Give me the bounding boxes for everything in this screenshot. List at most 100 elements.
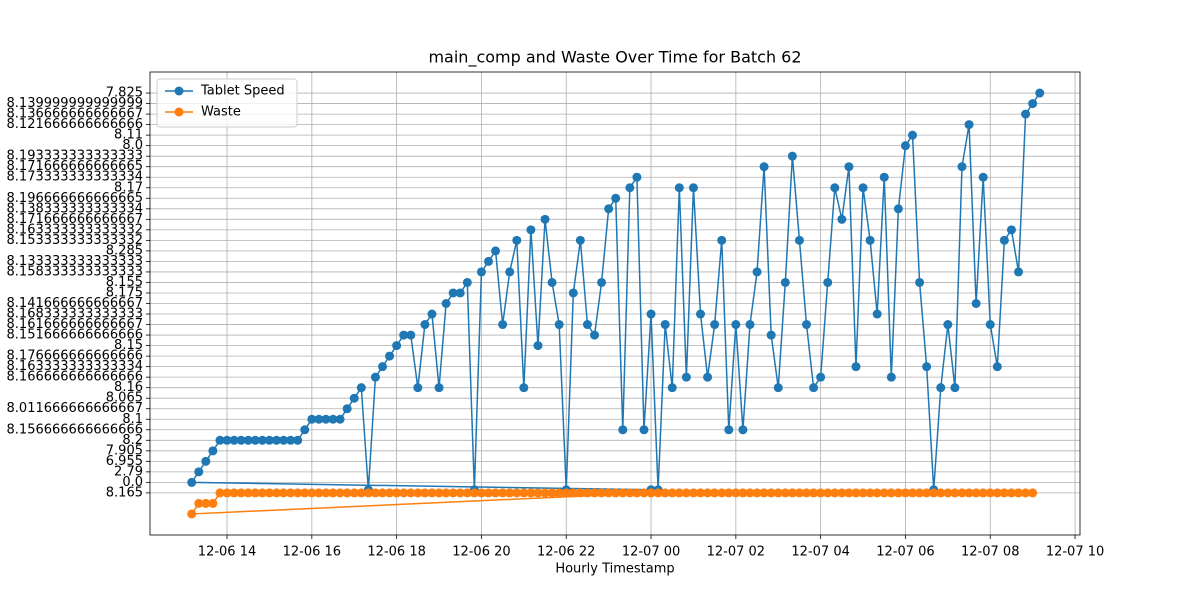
data-point: [639, 488, 649, 498]
data-point: [392, 488, 402, 498]
data-point: [413, 383, 423, 393]
y-tick-label: 8.133333333333333: [7, 254, 143, 269]
y-tick-label: 8.153333333333332: [7, 233, 143, 248]
data-point: [356, 383, 366, 393]
data-point: [710, 488, 720, 498]
y-tick-label: 8.0: [122, 138, 143, 153]
data-point: [385, 488, 395, 498]
data-point: [335, 414, 345, 424]
data-point: [392, 341, 402, 351]
data-point: [794, 488, 804, 498]
data-point: [611, 488, 621, 498]
data-point: [971, 488, 981, 498]
data-point: [865, 235, 875, 245]
data-point: [314, 488, 324, 498]
data-point: [349, 393, 359, 403]
data-point: [900, 141, 910, 151]
data-point: [385, 351, 395, 361]
data-point: [618, 425, 628, 435]
y-tick-label: 8.171666666666667: [7, 212, 143, 227]
data-point: [406, 330, 416, 340]
data-point: [370, 488, 380, 498]
data-point: [703, 372, 713, 382]
data-point: [823, 277, 833, 287]
y-tick-label: 8.171666666666665: [7, 159, 143, 174]
y-tick-label: 8.173333333333334: [7, 170, 143, 185]
data-point: [964, 120, 974, 130]
data-point: [964, 488, 974, 498]
data-point: [915, 488, 925, 498]
x-tick-label: 12-07 06: [876, 545, 934, 560]
data-point: [328, 488, 338, 498]
data-point: [328, 414, 338, 424]
data-point: [321, 488, 331, 498]
data-point: [187, 477, 197, 487]
data-point: [484, 488, 494, 498]
data-point: [660, 488, 670, 498]
data-point: [731, 488, 741, 498]
data-point: [491, 488, 501, 498]
data-point: [314, 414, 324, 424]
data-point: [1028, 488, 1038, 498]
data-point: [590, 488, 600, 498]
data-point: [823, 488, 833, 498]
data-point: [554, 488, 564, 498]
data-point: [752, 267, 762, 277]
data-point: [420, 488, 430, 498]
data-point: [922, 362, 932, 372]
data-point: [590, 330, 600, 340]
data-point: [886, 372, 896, 382]
data-point: [208, 498, 218, 508]
y-tick-label: 8.196666666666665: [7, 191, 143, 206]
data-point: [250, 488, 260, 498]
data-point: [943, 488, 953, 498]
data-point: [236, 435, 246, 445]
data-point: [922, 488, 932, 498]
data-point: [462, 277, 472, 287]
x-tick-label: 12-06 18: [367, 545, 425, 560]
data-point: [632, 488, 642, 498]
data-point: [271, 435, 281, 445]
y-tick-label: 8.136666666666667: [7, 107, 143, 122]
x-tick-label: 12-06 22: [537, 545, 595, 560]
data-point: [342, 488, 352, 498]
data-point: [505, 267, 515, 277]
data-point: [816, 372, 826, 382]
legend-marker: [174, 107, 184, 117]
data-point: [992, 362, 1002, 372]
y-tick-label: 8.168333333333333: [7, 307, 143, 322]
data-point: [300, 488, 310, 498]
data-point: [597, 488, 607, 498]
data-point: [378, 488, 387, 498]
x-axis-label: Hourly Timestamp: [555, 562, 674, 577]
data-point: [802, 488, 812, 498]
data-point: [667, 488, 677, 498]
y-tick-label: 8.163333333333332: [7, 222, 143, 237]
data-point: [696, 309, 706, 319]
y-tick-label: 8.158333333333333: [7, 264, 143, 279]
data-point: [413, 488, 423, 498]
data-point: [540, 214, 550, 224]
y-tick-label: 8.17: [114, 180, 143, 195]
data-point: [957, 162, 967, 172]
data-point: [526, 488, 536, 498]
data-point: [448, 288, 458, 298]
data-point: [992, 488, 1002, 498]
data-point: [194, 498, 204, 508]
data-point: [519, 383, 529, 393]
data-point: [710, 320, 720, 330]
data-point: [448, 488, 458, 498]
data-point: [378, 362, 387, 372]
data-point: [653, 488, 663, 498]
data-point: [908, 488, 918, 498]
data-point: [491, 246, 501, 256]
data-point: [215, 435, 225, 445]
data-point: [512, 235, 522, 245]
data-point: [879, 172, 889, 182]
data-point: [512, 488, 522, 498]
data-point: [321, 414, 331, 424]
y-tick-label: 8.163333333333334: [7, 359, 143, 374]
x-tick-label: 12-07 02: [707, 545, 765, 560]
data-point: [985, 320, 995, 330]
data-point: [745, 488, 755, 498]
